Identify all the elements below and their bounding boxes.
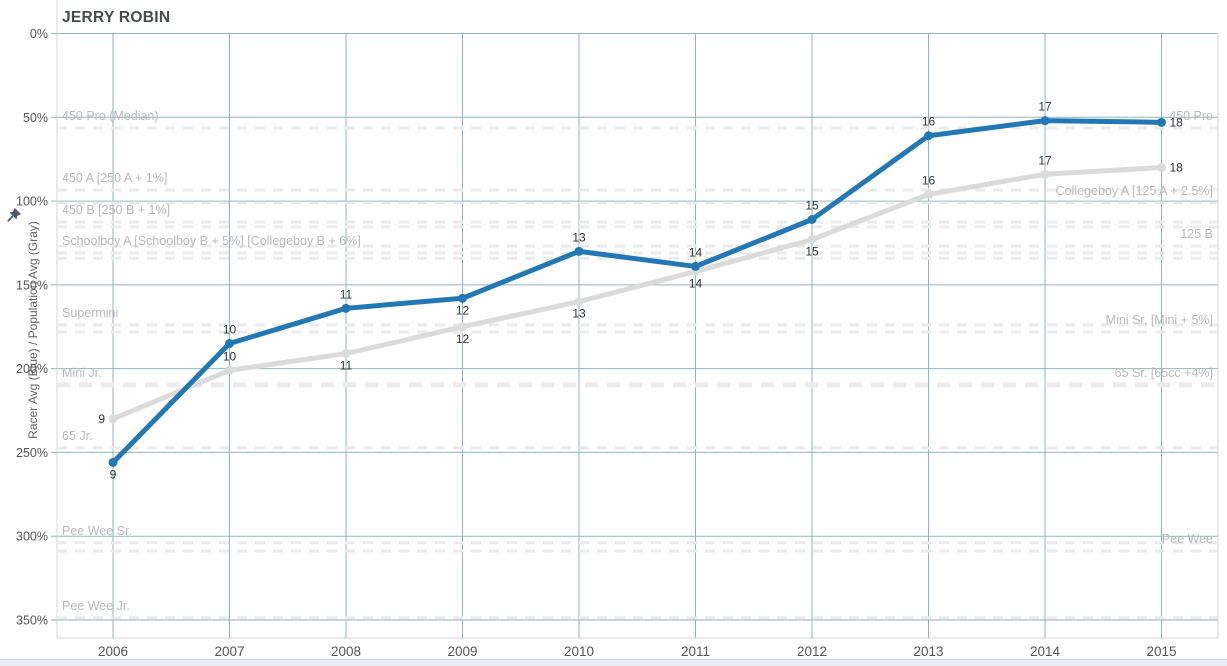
- reference-label-right: Mini Sr. [Mini + 5%]: [1106, 313, 1213, 327]
- racer-point-2006[interactable]: [108, 457, 118, 467]
- population-data-label: 10: [223, 349, 237, 363]
- reference-label-left: Mini Jr.: [62, 366, 102, 380]
- reference-label-left: Pee Wee Jr.: [62, 599, 130, 613]
- racer-point-2012[interactable]: [807, 215, 817, 225]
- racer-data-label: 18: [1170, 115, 1184, 129]
- bottom-scroll-strip[interactable]: [0, 659, 1227, 666]
- population-point-2012[interactable]: [807, 235, 817, 245]
- reference-label-left: 65 Jr.: [62, 429, 93, 443]
- reference-label-right: Collegeboy A [125 A + 2.5%]: [1056, 184, 1213, 198]
- series-racer-line[interactable]: [110, 118, 1164, 465]
- x-tick-label: 2014: [1030, 644, 1061, 659]
- racer-data-label: 14: [689, 245, 703, 259]
- racer-point-2008[interactable]: [341, 303, 351, 313]
- reference-label-left: 450 Pro (Median): [62, 109, 159, 123]
- x-tick-label: 2013: [913, 644, 943, 659]
- reference-label-left: Supermini: [62, 306, 118, 320]
- racer-point-2010[interactable]: [574, 246, 584, 256]
- racer-data-label: 15: [805, 199, 819, 213]
- population-data-label: 14: [689, 276, 703, 290]
- population-point-2010[interactable]: [574, 297, 584, 307]
- y-tick-label: 250%: [16, 446, 48, 460]
- racer-data-label: 10: [223, 323, 237, 337]
- population-point-2013[interactable]: [924, 189, 933, 199]
- reference-label-left: 450 A [250 A + 1%]: [62, 171, 167, 185]
- racer-data-label: 17: [1038, 100, 1052, 114]
- reference-label-left: Pee Wee Sr.: [62, 524, 132, 538]
- population-data-label: 11: [340, 359, 353, 373]
- x-tick-label: 2009: [447, 644, 477, 659]
- y-tick-label: 300%: [16, 530, 48, 544]
- population-data-label: 18: [1170, 161, 1184, 175]
- y-tick-label: 200%: [16, 362, 48, 376]
- y-tick-label: 150%: [16, 278, 48, 292]
- population-data-label: 15: [805, 245, 819, 259]
- racer-point-2013[interactable]: [924, 131, 933, 141]
- population-point-2015[interactable]: [1157, 163, 1166, 173]
- population-data-label: 12: [456, 332, 470, 346]
- y-tick-label: 350%: [16, 614, 48, 628]
- population-data-label: 13: [572, 307, 586, 321]
- population-point-2008[interactable]: [341, 349, 351, 359]
- racer-data-label: 9: [110, 467, 117, 481]
- population-data-label: 16: [922, 173, 936, 187]
- racer-data-label: 12: [456, 303, 470, 317]
- racer-point-2014[interactable]: [1040, 116, 1050, 126]
- x-tick-label: 2012: [797, 644, 827, 659]
- population-point-2007[interactable]: [225, 365, 234, 375]
- pushpin-icon[interactable]: [4, 207, 22, 225]
- racer-point-2007[interactable]: [225, 339, 234, 349]
- population-point-2014[interactable]: [1040, 169, 1050, 179]
- reference-label-right: 65 Sr. [65cc +4%]: [1115, 366, 1213, 380]
- racer-point-2011[interactable]: [691, 261, 700, 271]
- x-tick-label: 2007: [214, 644, 244, 659]
- reference-label-right: 125 B: [1180, 227, 1213, 241]
- racer-point-2009[interactable]: [458, 293, 467, 303]
- x-tick-label: 2006: [98, 644, 128, 659]
- population-point-2006[interactable]: [108, 414, 118, 424]
- y-tick-label: 0%: [30, 27, 48, 41]
- racer-data-label: 16: [922, 115, 936, 129]
- population-data-label: 17: [1038, 153, 1052, 167]
- population-point-2009[interactable]: [458, 322, 467, 332]
- x-tick-label: 2011: [681, 644, 710, 659]
- y-tick-label: 50%: [23, 111, 48, 125]
- reference-label-left: 450 B [250 B + 1%]: [62, 203, 170, 217]
- x-tick-label: 2010: [564, 644, 594, 659]
- series-population-line[interactable]: [110, 165, 1164, 422]
- reference-label-left: Schoolboy A [Schoolboy B + 5%] [Collegeb…: [62, 234, 361, 248]
- y-tick-label: 100%: [16, 195, 48, 209]
- reference-label-right: Pee Wee: [1162, 532, 1213, 546]
- population-data-label: 9: [98, 412, 105, 426]
- y-axis-title: Racer Avg (Blue) / Population Avg (Gray): [26, 221, 40, 439]
- x-tick-label: 2008: [331, 644, 361, 659]
- racer-point-2015[interactable]: [1157, 117, 1166, 127]
- page-title: JERRY ROBIN: [62, 9, 171, 26]
- racer-data-label: 13: [572, 230, 586, 244]
- reference-label-right: 450 Pro: [1169, 109, 1213, 123]
- racer-data-label: 11: [340, 287, 353, 301]
- x-tick-label: 2015: [1146, 644, 1176, 659]
